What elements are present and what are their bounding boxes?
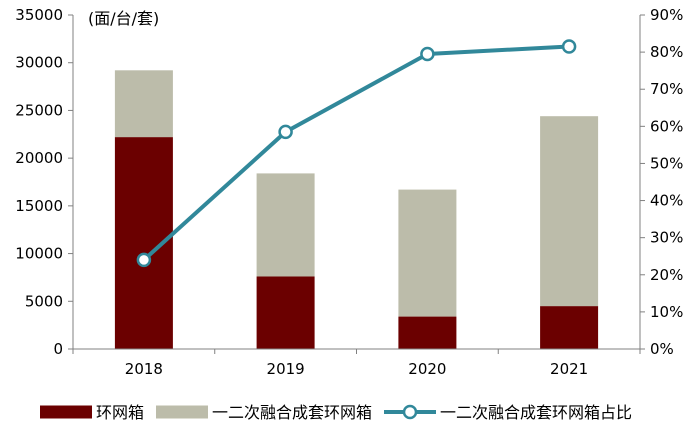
y-right-tick-label: 90% — [650, 6, 683, 24]
point-一二次融合成套环网箱占比-2018 — [136, 252, 152, 268]
legend-label: 一二次融合成套环网箱占比 — [440, 403, 632, 422]
y-right-tick-label: 50% — [650, 154, 683, 172]
y-left-tick-label: 0 — [53, 340, 63, 358]
legend-label: 环网箱 — [96, 403, 144, 422]
line-一二次融合成套环网箱占比 — [142, 44, 570, 262]
legend-swatch-环网箱 — [40, 405, 92, 419]
bar-环网箱-2021 — [540, 306, 599, 349]
y-left-tick-label: 30000 — [15, 54, 63, 72]
y-right-tick-label: 80% — [650, 43, 683, 61]
bar-一二次融合成套环网箱-2019 — [256, 173, 315, 277]
bar-环网箱-2019 — [256, 276, 315, 349]
y-left-tick-label: 25000 — [15, 101, 63, 119]
bar-环网箱-2020 — [398, 316, 457, 349]
x-tick-label: 2018 — [125, 360, 163, 378]
y-left-tick-label: 5000 — [25, 292, 63, 310]
y-right-tick-label: 70% — [650, 80, 683, 98]
line-layer — [136, 39, 577, 268]
y-right-tick-label: 20% — [650, 266, 683, 284]
y-left-tick-label: 10000 — [15, 245, 63, 263]
y-right-tick-label: 10% — [650, 303, 683, 321]
y-left-tick-label: 15000 — [15, 197, 63, 215]
y-right-tick-label: 0% — [650, 340, 674, 358]
unit-label: (面/台/套) — [88, 9, 159, 28]
bar-一二次融合成套环网箱-2020 — [398, 189, 457, 317]
y-right-tick-label: 40% — [650, 192, 683, 210]
y-right-tick-label: 60% — [650, 117, 683, 135]
y-left-tick-label: 20000 — [15, 149, 63, 167]
bars-layer — [114, 70, 599, 349]
point-一二次融合成套环网箱占比-2020 — [420, 46, 435, 62]
bar-一二次融合成套环网箱-2018 — [114, 70, 173, 138]
bar-一二次融合成套环网箱-2021 — [540, 116, 599, 307]
point-一二次融合成套环网箱占比-2019 — [278, 124, 293, 140]
axes-layer: 0 5000 10000 15000 20000 25000 30000 35000 0% 10%… — [15, 6, 683, 378]
x-tick-label: 2019 — [267, 360, 305, 378]
legend: 环网箱 一二次融合成套环网箱 一二次融合成套环网箱占比 — [40, 403, 632, 422]
legend-swatch-一二次融合成套环网箱 — [156, 405, 208, 419]
legend-label: 一二次融合成套环网箱 — [212, 403, 372, 422]
x-tick-label: 2020 — [408, 360, 446, 378]
y-right-tick-label: 30% — [650, 229, 683, 247]
point-一二次融合成套环网箱占比-2021 — [561, 39, 577, 54]
legend-swatch-marker-一二次融合成套环网箱占比 — [402, 404, 418, 420]
x-tick-label: 2021 — [550, 360, 588, 378]
y-left-tick-label: 35000 — [15, 6, 63, 24]
